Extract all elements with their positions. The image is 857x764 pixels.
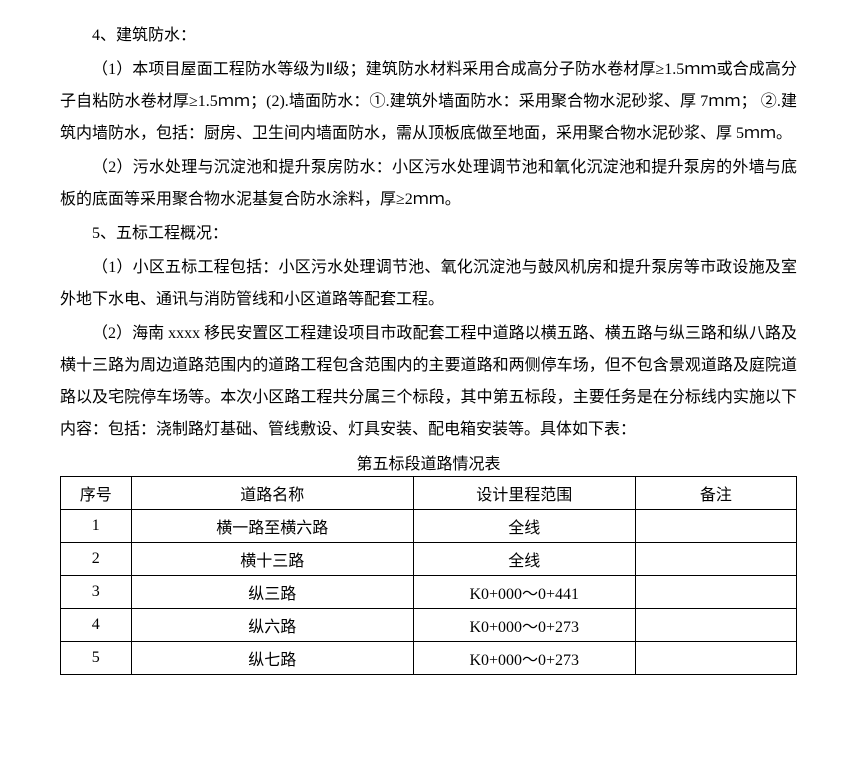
section-heading-waterproof: 4、建筑防水：: [60, 20, 797, 52]
cell-note: [635, 642, 796, 675]
table-title: 第五标段道路情况表: [60, 450, 797, 474]
table-row: 4 纵六路 K0+000～0+273: [61, 609, 797, 642]
cell-seq: 1: [61, 510, 132, 543]
table-row: 3 纵三路 K0+000～0+441: [61, 576, 797, 609]
cell-seq: 3: [61, 576, 132, 609]
paragraph-fifth-bid-roads: （2）海南 xxxx 移民安置区工程建设项目市政配套工程中道路以横五路、横五路与…: [60, 318, 797, 446]
header-note: 备注: [635, 477, 796, 510]
cell-name: 横一路至横六路: [131, 510, 413, 543]
cell-seq: 2: [61, 543, 132, 576]
cell-note: [635, 510, 796, 543]
table-row: 2 横十三路 全线: [61, 543, 797, 576]
cell-range: K0+000～0+441: [413, 576, 635, 609]
cell-note: [635, 543, 796, 576]
paragraph-sewage-waterproof: （2）污水处理与沉淀池和提升泵房防水：小区污水处理调节池和氧化沉淀池和提升泵房的…: [60, 152, 797, 216]
cell-name: 纵七路: [131, 642, 413, 675]
cell-name: 纵六路: [131, 609, 413, 642]
header-name: 道路名称: [131, 477, 413, 510]
cell-note: [635, 576, 796, 609]
cell-seq: 5: [61, 642, 132, 675]
cell-seq: 4: [61, 609, 132, 642]
cell-name: 横十三路: [131, 543, 413, 576]
table-header-row: 序号 道路名称 设计里程范围 备注: [61, 477, 797, 510]
paragraph-fifth-bid-scope: （1）小区五标工程包括：小区污水处理调节池、氧化沉淀池与鼓风机房和提升泵房等市政…: [60, 252, 797, 316]
cell-note: [635, 609, 796, 642]
header-seq: 序号: [61, 477, 132, 510]
table-row: 5 纵七路 K0+000～0+273: [61, 642, 797, 675]
cell-range: 全线: [413, 543, 635, 576]
table-row: 1 横一路至横六路 全线: [61, 510, 797, 543]
header-range: 设计里程范围: [413, 477, 635, 510]
cell-range: 全线: [413, 510, 635, 543]
section-heading-fifth-bid: 5、五标工程概况：: [60, 218, 797, 250]
paragraph-roof-waterproof: （1）本项目屋面工程防水等级为Ⅱ级；建筑防水材料采用合成高分子防水卷材厚≥1.5…: [60, 54, 797, 150]
cell-range: K0+000～0+273: [413, 609, 635, 642]
cell-name: 纵三路: [131, 576, 413, 609]
road-situation-table: 序号 道路名称 设计里程范围 备注 1 横一路至横六路 全线 2 横十三路 全线…: [60, 476, 797, 675]
cell-range: K0+000～0+273: [413, 642, 635, 675]
